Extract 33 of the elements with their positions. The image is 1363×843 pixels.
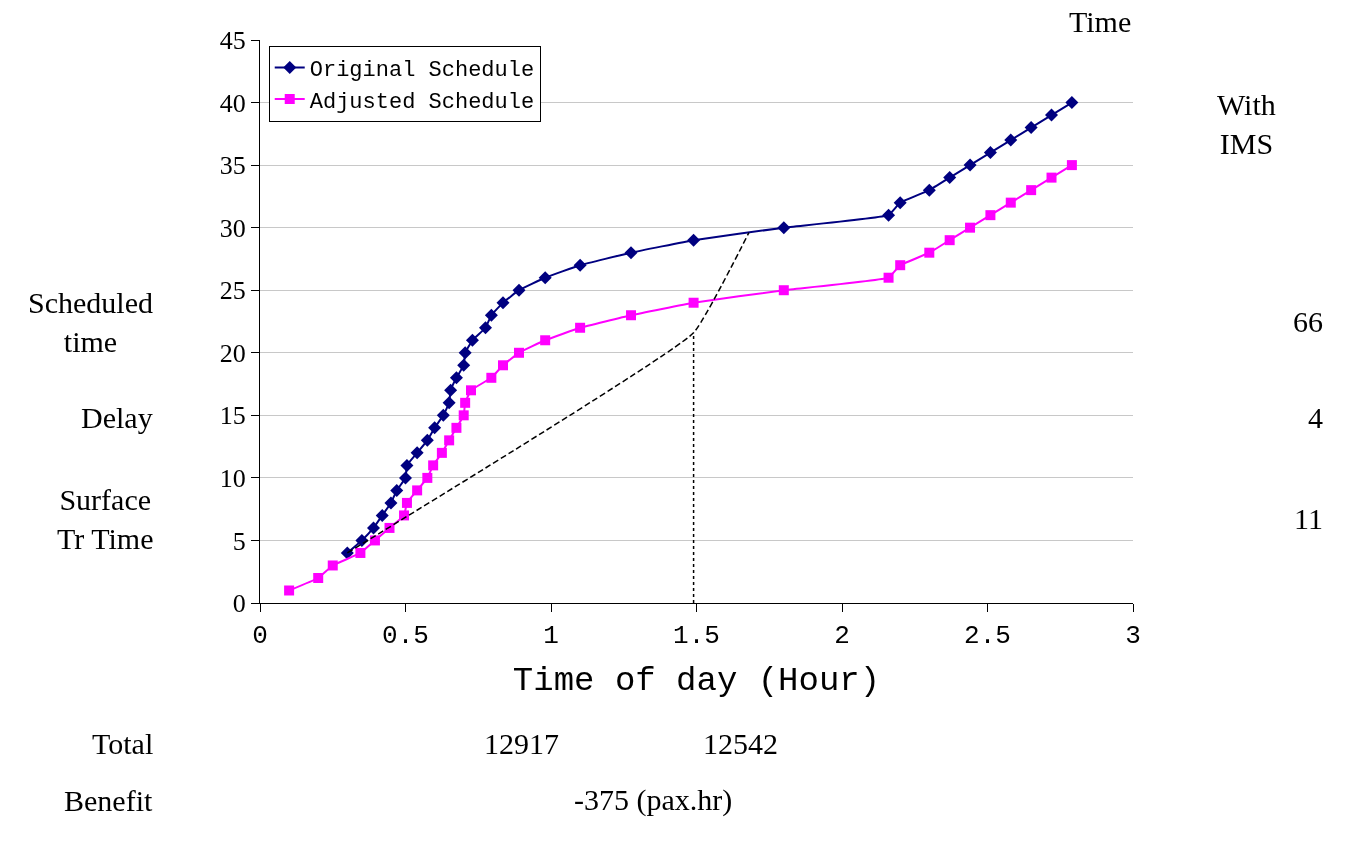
- x-tick-label: 0.5: [382, 621, 429, 652]
- y-tick-label: 15: [219, 401, 246, 431]
- text: -375 (pax.hr): [574, 783, 733, 817]
- text: Delay: [81, 401, 153, 434]
- y-tick-label: 30: [219, 213, 246, 243]
- y-tick-label: 5: [232, 526, 246, 556]
- x-tick-label: 1.5: [673, 621, 720, 652]
- x-tick-label: 3: [1125, 621, 1141, 652]
- legend-label: Adjusted Schedule: [309, 89, 535, 115]
- text: Scheduled time: [28, 286, 153, 358]
- y-tick-label: 35: [219, 151, 246, 181]
- x-axis-title: Time of day (Hour): [512, 661, 881, 700]
- y-tick-label: 0: [232, 589, 246, 619]
- text: 12542: [703, 727, 778, 760]
- text: Time: [1069, 5, 1132, 38]
- y-tick-label: 25: [219, 276, 246, 306]
- text: 11: [1294, 502, 1323, 535]
- text: 4: [1308, 401, 1323, 434]
- text: Benefit: [64, 784, 153, 817]
- text: Total: [92, 727, 154, 760]
- legend-label: Original Schedule: [309, 58, 535, 84]
- text: 12917: [484, 727, 559, 760]
- y-tick-label: 40: [219, 88, 246, 118]
- x-tick-label: 2.5: [964, 621, 1011, 652]
- x-tick-label: 1: [543, 621, 559, 652]
- text: Surface Tr Time: [57, 483, 154, 555]
- y-tick-label: 10: [219, 463, 246, 493]
- x-tick-label: 2: [834, 621, 850, 652]
- text: With IMS: [1217, 88, 1276, 160]
- y-tick-label: 20: [219, 338, 246, 368]
- text: 66: [1293, 305, 1323, 338]
- x-tick-label: 0: [252, 621, 268, 652]
- y-tick-label: 45: [219, 26, 246, 56]
